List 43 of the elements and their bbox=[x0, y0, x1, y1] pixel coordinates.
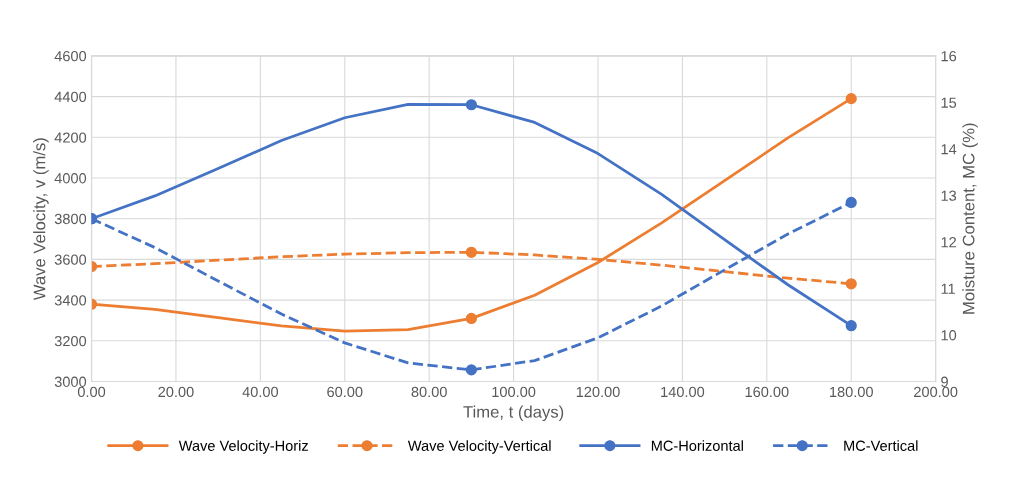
y-tick-label: 4400 bbox=[54, 91, 87, 103]
y2-tick-label: 14 bbox=[941, 144, 957, 155]
y-tick-label: 4600 bbox=[54, 50, 87, 62]
y2-axis-title: Moisture Content, MC (%) bbox=[962, 123, 978, 314]
y-tick-label: 3400 bbox=[54, 295, 87, 306]
x-axis-title: Time, t (days) bbox=[463, 405, 564, 422]
y2-tick-label: 12 bbox=[941, 237, 956, 248]
point bbox=[465, 364, 477, 376]
y-tick-label: 4000 bbox=[54, 173, 87, 184]
y2-tick-label: 15 bbox=[941, 97, 957, 108]
point bbox=[845, 196, 857, 209]
y-tick-label: 3200 bbox=[54, 335, 87, 347]
point bbox=[845, 93, 857, 105]
x-tick-label: 140.00 bbox=[661, 386, 705, 398]
x-tick-label: 200.00 bbox=[914, 386, 958, 398]
legend-label: MC-Vertical bbox=[844, 440, 918, 451]
y-tick-label: 3000 bbox=[54, 376, 87, 387]
x-tick-label: 0.00 bbox=[77, 386, 106, 398]
legend-label: Wave Velocity-Horiz bbox=[178, 440, 308, 454]
y2-tick-label: 10 bbox=[941, 330, 957, 341]
y-tick-label: 3800 bbox=[54, 213, 87, 225]
legend-label: MC-Horizontal bbox=[651, 440, 743, 451]
legend-label: Wave Velocity-Vertical bbox=[407, 440, 551, 454]
x-tick-label: 60.00 bbox=[327, 386, 363, 398]
x-tick-label: 20.00 bbox=[158, 386, 194, 398]
x-tick-label: 120.00 bbox=[576, 386, 620, 398]
point bbox=[465, 312, 477, 325]
x-tick-label: 40.00 bbox=[242, 386, 279, 398]
y2-tick-label: 9 bbox=[941, 376, 948, 387]
x-tick-label: 180.00 bbox=[830, 386, 873, 398]
point bbox=[465, 99, 477, 111]
x-tick-label: 100.00 bbox=[492, 386, 536, 398]
y-tick-label: 4200 bbox=[54, 132, 87, 143]
x-tick-label: 80.00 bbox=[411, 386, 447, 398]
point bbox=[845, 320, 857, 332]
x-tick-label: 160.00 bbox=[745, 386, 789, 398]
y2-tick-label: 13 bbox=[941, 190, 957, 201]
y-tick-label: 3600 bbox=[54, 254, 87, 265]
point bbox=[845, 278, 857, 290]
y2-tick-label: 11 bbox=[941, 283, 955, 294]
y2-tick-label: 16 bbox=[941, 50, 957, 62]
point bbox=[465, 246, 477, 258]
y-axis-title: Wave Velocity, v (m/s) bbox=[33, 138, 49, 301]
